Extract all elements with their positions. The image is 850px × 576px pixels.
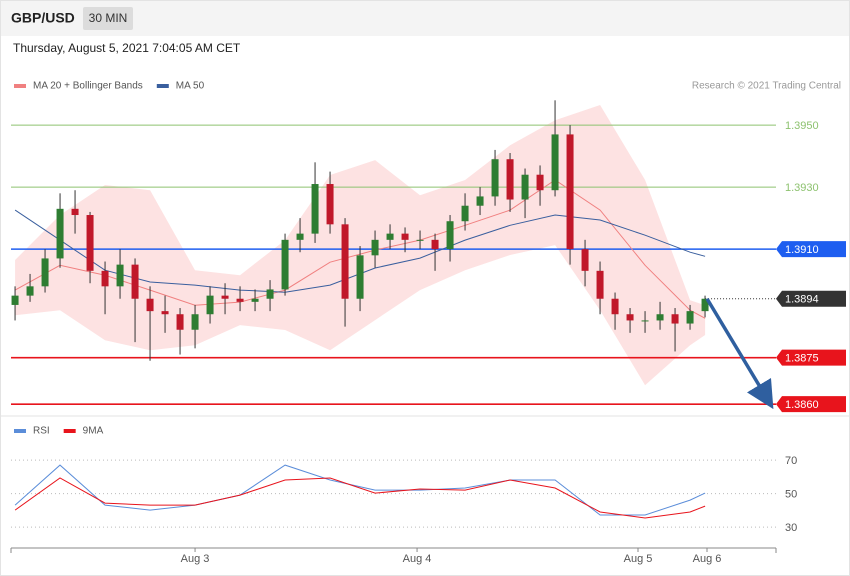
candle-body (566, 134, 574, 250)
candle-body (656, 314, 664, 321)
level-tag (776, 396, 846, 413)
candle-body (611, 298, 619, 315)
candle-body (221, 295, 229, 299)
candle-body (626, 314, 634, 321)
level-tag (776, 349, 846, 366)
indicator-line (14, 477, 706, 519)
candle-body (86, 215, 94, 271)
timeframe-badge[interactable] (83, 7, 133, 30)
candle-body (176, 314, 184, 330)
legend-label: RSI (33, 426, 50, 437)
legend-label: MA 50 (176, 81, 205, 92)
candle-body (266, 289, 274, 299)
candle-body (686, 311, 694, 324)
datetime: Thursday, August 5, 2021 7:04:05 AM CET (13, 41, 241, 55)
legend-label: MA 20 + Bollinger Bands (33, 81, 143, 92)
x-tick-label: Aug 6 (693, 553, 722, 565)
candle-body (116, 264, 124, 287)
candle-body (371, 239, 379, 256)
y-tick-label: 50 (785, 488, 797, 500)
candle-body (191, 314, 199, 330)
level-label: 1.3950 (785, 120, 819, 132)
level-label: 1.3875 (785, 353, 819, 365)
source: Research © 2021 Trading Central (692, 81, 841, 92)
candle-body (401, 233, 409, 240)
candle-body (386, 233, 394, 240)
forecast-arrow (705, 297, 774, 410)
candle-body (551, 134, 559, 191)
candle-body (521, 174, 529, 200)
candle-body (11, 295, 19, 305)
candle-body (236, 298, 244, 302)
legend-swatch (14, 429, 26, 433)
candle-body (206, 295, 214, 315)
candle-body (581, 249, 589, 271)
candle-body (101, 270, 109, 287)
candle-body (536, 174, 544, 191)
candle-body (26, 286, 34, 296)
legend-swatch (156, 84, 169, 88)
candle-body (41, 258, 49, 287)
x-tick-label: Aug 3 (181, 553, 210, 565)
candle-body (701, 298, 709, 312)
level-label: 1.3894 (785, 294, 819, 306)
candle-body (476, 196, 484, 206)
candle-body (446, 221, 454, 250)
level-label: 1.3910 (785, 244, 819, 256)
x-tick-label: Aug 4 (403, 553, 432, 565)
candle-body (356, 255, 364, 299)
legend-swatch (63, 429, 76, 433)
candle-body (596, 270, 604, 299)
bollinger-band (15, 105, 706, 386)
candle-body (146, 298, 154, 312)
legend-label: 9MA (83, 426, 104, 437)
symbol: GBP/USD (11, 10, 75, 26)
candle-body (671, 314, 679, 324)
y-tick-label: 70 (785, 455, 797, 467)
candle-body (341, 224, 349, 299)
y-tick-label: 30 (785, 522, 797, 534)
level-label: 1.3930 (785, 182, 819, 194)
candle-body (491, 159, 499, 197)
candle-body (161, 311, 169, 315)
x-tick-label: Aug 5 (624, 553, 653, 565)
level-tag (776, 241, 846, 258)
header-bar (1, 1, 849, 36)
candle-body (416, 239, 424, 241)
candle-body (296, 233, 304, 240)
candle-body (56, 208, 64, 259)
candle-body (251, 298, 259, 302)
candle-body (311, 184, 319, 234)
level-label: 1.3860 (785, 399, 819, 411)
candle-body (71, 208, 79, 216)
candle-body (641, 320, 649, 322)
level-tag (776, 290, 846, 307)
legend-swatch (14, 84, 26, 88)
candle-body (131, 264, 139, 299)
timeframe[interactable]: 30 MIN (89, 11, 128, 25)
candle-body (461, 205, 469, 222)
candle-body (506, 159, 514, 200)
candle-body (431, 239, 439, 250)
candle-body (281, 239, 289, 290)
candle-body (326, 184, 334, 225)
indicator-line (14, 464, 706, 516)
